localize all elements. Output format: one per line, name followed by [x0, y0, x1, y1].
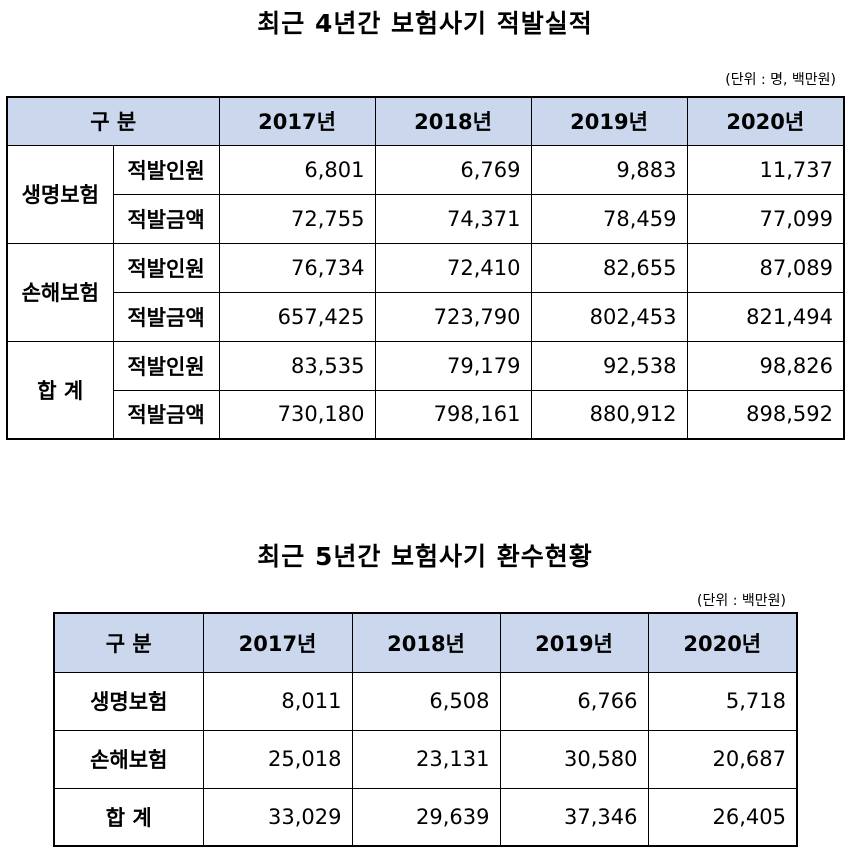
header-year-2017: 2017년: [218, 96, 376, 146]
table-header-row: 구 분 2017년 2018년 2019년 2020년: [6, 96, 845, 146]
table-row: 합 계 33,029 29,639 37,346 26,405: [53, 787, 798, 847]
table-row: 생명보험 적발인원 6,801 6,769 9,883 11,737: [6, 144, 845, 244]
row-label: 생명보험: [53, 671, 204, 731]
table-row: 적발금액 657,425 723,790 802,453 821,494: [7, 291, 845, 342]
table-cell: 79,179: [374, 340, 532, 391]
row-label: 적발금액: [112, 389, 220, 440]
table-cell: 77,099: [686, 193, 845, 244]
fraud-detection-table: 구 분 2017년 2018년 2019년 2020년 생명보험 적발인원 6,…: [6, 96, 846, 440]
table-cell: 98,826: [686, 340, 845, 391]
table-cell: 8,011: [202, 671, 353, 731]
group-label-total: 합 계: [6, 340, 114, 440]
table-row: 손해보험 25,018 23,131 30,580 20,687: [53, 729, 798, 789]
row-label: 손해보험: [53, 729, 204, 789]
table-cell: 6,769: [374, 144, 532, 195]
header-category: 구 분: [53, 612, 204, 673]
row-label: 적발금액: [112, 291, 220, 342]
table-cell: 23,131: [351, 729, 501, 789]
row-label: 적발인원: [112, 340, 220, 391]
table1-title: 최근 4년간 보험사기 적발실적: [257, 9, 593, 38]
table-cell: 798,161: [374, 389, 532, 440]
header-year-2018: 2018년: [374, 96, 532, 146]
table-cell: 6,508: [351, 671, 501, 731]
header-year-2018: 2018년: [351, 612, 501, 673]
row-label: 적발인원: [112, 144, 220, 195]
table-cell: 20,687: [647, 729, 798, 789]
table-cell: 74,371: [374, 193, 532, 244]
table-cell: 82,655: [530, 242, 688, 293]
table-row: 합 계 적발인원 83,535 79,179 92,538 98,826: [6, 340, 845, 440]
fraud-recovery-table: 구 분 2017년 2018년 2019년 2020년 생명보험 8,011 6…: [53, 612, 798, 847]
table-cell: 30,580: [499, 729, 649, 789]
table-cell: 6,766: [499, 671, 649, 731]
table-row: 적발금액 730,180 798,161 880,912 898,592: [7, 389, 845, 440]
table-cell: 37,346: [499, 787, 649, 847]
table-cell: 802,453: [530, 291, 688, 342]
table-row: 손해보험 적발인원 76,734 72,410 82,655 87,089: [6, 242, 845, 342]
table-row: 적발금액 72,755 74,371 78,459 77,099: [7, 193, 845, 244]
table-cell: 25,018: [202, 729, 353, 789]
table-cell: 76,734: [218, 242, 376, 293]
group-label-nonlife: 손해보험: [6, 242, 114, 342]
table-cell: 87,089: [686, 242, 845, 293]
table-cell: 26,405: [647, 787, 798, 847]
table-cell: 657,425: [218, 291, 376, 342]
table2-title: 최근 5년간 보험사기 환수현황: [257, 542, 593, 571]
header-year-2019: 2019년: [499, 612, 649, 673]
table2-unit-note: (단위 : 백만원): [697, 593, 786, 609]
table-cell: 33,029: [202, 787, 353, 847]
table-cell: 11,737: [686, 144, 845, 195]
header-year-2020: 2020년: [647, 612, 798, 673]
row-label: 적발금액: [112, 193, 220, 244]
table-cell: 730,180: [218, 389, 376, 440]
table-cell: 6,801: [218, 144, 376, 195]
row-label: 합 계: [53, 787, 204, 847]
header-year-2019: 2019년: [530, 96, 688, 146]
table-header-row: 구 분 2017년 2018년 2019년 2020년: [53, 612, 798, 673]
table-cell: 5,718: [647, 671, 798, 731]
table-cell: 78,459: [530, 193, 688, 244]
table-cell: 9,883: [530, 144, 688, 195]
row-label: 적발인원: [112, 242, 220, 293]
group-label-life: 생명보험: [6, 144, 114, 244]
table-cell: 723,790: [374, 291, 532, 342]
table-cell: 821,494: [686, 291, 845, 342]
table-cell: 92,538: [530, 340, 688, 391]
table-cell: 880,912: [530, 389, 688, 440]
header-category: 구 분: [6, 96, 220, 146]
table1-unit-note: (단위 : 명, 백만원): [725, 72, 836, 88]
header-year-2020: 2020년: [686, 96, 845, 146]
header-year-2017: 2017년: [202, 612, 353, 673]
table-cell: 72,410: [374, 242, 532, 293]
table-row: 생명보험 8,011 6,508 6,766 5,718: [53, 671, 798, 731]
table-cell: 898,592: [686, 389, 845, 440]
table-cell: 83,535: [218, 340, 376, 391]
table-cell: 29,639: [351, 787, 501, 847]
table-cell: 72,755: [218, 193, 376, 244]
